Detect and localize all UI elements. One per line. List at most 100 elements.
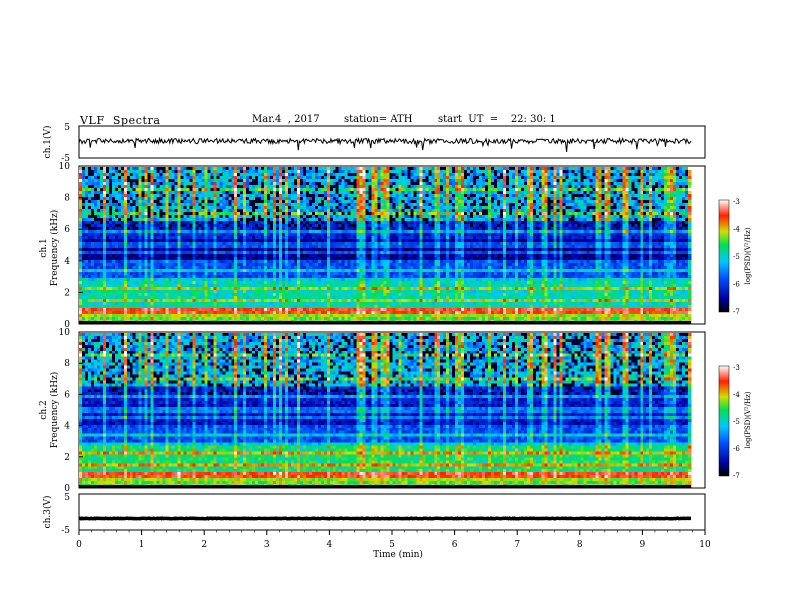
spectrogram-cell	[676, 167, 679, 170]
spectrogram-cell	[261, 194, 264, 197]
spectrogram-cell	[154, 191, 157, 194]
spectrogram-cell	[151, 173, 154, 176]
spectrogram-cell	[213, 200, 216, 203]
spectrogram-cell	[386, 185, 389, 188]
spectrogram-cell	[428, 173, 431, 176]
spectrogram-cell	[604, 173, 607, 176]
spectrogram-cell	[548, 203, 551, 206]
spectrogram-cell	[312, 194, 315, 197]
spectrogram-cell	[181, 197, 184, 200]
spectrogram-cell	[619, 170, 622, 173]
spectrogram-cell	[524, 176, 527, 179]
spectrogram-cell	[219, 188, 222, 191]
spectrogram-cell	[136, 194, 139, 197]
spectrogram-cell	[354, 188, 357, 191]
spectrogram-cell	[494, 194, 497, 197]
spectrogram-cell	[154, 185, 157, 188]
spectrogram-cell	[488, 200, 491, 203]
spectrogram-cell	[183, 176, 186, 179]
spectrogram-cell	[560, 197, 563, 200]
spectrogram-cell	[551, 197, 554, 200]
spectrogram-cell	[473, 173, 476, 176]
spectrogram-cell	[192, 167, 195, 170]
spectrogram-cell	[219, 173, 222, 176]
spectrogram-cell	[360, 182, 363, 185]
spectrogram-cell	[303, 170, 306, 173]
spectrogram-cell	[246, 185, 249, 188]
spectrogram-cell	[425, 173, 428, 176]
spectrogram-cell	[181, 170, 184, 173]
spectrogram-cell	[437, 200, 440, 203]
spectrogram-cell	[652, 182, 655, 185]
spectrogram-cell	[219, 179, 222, 182]
spectrogram-cell	[389, 185, 392, 188]
spectrogram-cell	[503, 170, 506, 173]
spectrogram-cell	[461, 173, 464, 176]
spectrogram-cell	[422, 167, 425, 170]
spectrogram-cell	[82, 194, 85, 197]
spectrogram-cell	[455, 170, 458, 173]
spectrogram-cell	[210, 173, 213, 176]
spectrogram-cell	[363, 203, 366, 206]
spectrogram-cell	[276, 191, 279, 194]
spectrogram-cell	[216, 176, 219, 179]
spectrogram-cell	[288, 167, 291, 170]
spectrogram-cell	[381, 167, 384, 170]
spectrogram-cell	[494, 173, 497, 176]
spectrogram-cell	[88, 179, 91, 182]
spectrogram-cell	[288, 182, 291, 185]
spectrogram-cell	[106, 194, 109, 197]
spectrogram-cell	[515, 167, 518, 170]
spectrogram-cell	[449, 197, 452, 200]
spectrogram-cell	[425, 176, 428, 179]
spectrogram-cell	[97, 170, 100, 173]
spectrogram-cell	[198, 179, 201, 182]
spectrogram-cell	[661, 203, 664, 206]
spectrogram-cell	[270, 197, 273, 200]
spectrogram-cell	[97, 185, 100, 188]
spectrogram-cell	[270, 170, 273, 173]
spectrogram-cell	[222, 188, 225, 191]
spectrogram-cell	[389, 191, 392, 194]
spectrogram-cell	[592, 173, 595, 176]
spectrogram-cell	[157, 173, 160, 176]
spectrogram-cell	[539, 170, 542, 173]
spectrogram-cell	[378, 182, 381, 185]
spectrogram-cell	[148, 194, 151, 197]
spectrogram-cell	[249, 194, 252, 197]
spectrogram-cell	[488, 185, 491, 188]
spectrogram-cell	[685, 194, 688, 197]
spectrogram-cell	[458, 197, 461, 200]
spectrogram-cell	[195, 170, 198, 173]
spectrogram-cell	[452, 185, 455, 188]
spectrogram-cell	[491, 191, 494, 194]
spectrogram-cell	[479, 185, 482, 188]
spectrogram-cell	[79, 176, 82, 179]
spectrogram-cell	[106, 176, 109, 179]
spectrogram-cell	[530, 188, 533, 191]
spectrogram-cell	[303, 179, 306, 182]
spectrogram-cell	[264, 176, 267, 179]
spectrogram-cell	[204, 203, 207, 206]
spectrogram-cell	[342, 197, 345, 200]
spectrogram-cell	[109, 203, 112, 206]
spectrogram-cell	[601, 194, 604, 197]
spectrogram-cell	[270, 194, 273, 197]
spectrogram-cell	[673, 197, 676, 200]
spectrogram-cell	[542, 194, 545, 197]
spectrogram-cell	[491, 176, 494, 179]
spectrogram-cell	[178, 185, 181, 188]
spectrogram-cell	[136, 200, 139, 203]
spectrogram-cell	[348, 173, 351, 176]
spectrogram-cell	[163, 197, 166, 200]
spectrogram-cell	[524, 170, 527, 173]
spectrogram-cell	[407, 194, 410, 197]
spectrogram-cell	[279, 188, 282, 191]
spectrogram-cell	[437, 176, 440, 179]
spectrogram-cell	[186, 185, 189, 188]
spectrogram-cell	[222, 170, 225, 173]
spectrogram-cell	[536, 188, 539, 191]
spectrogram-cell	[590, 176, 593, 179]
spectrogram-cell	[130, 203, 133, 206]
spectrogram-cell	[566, 167, 569, 170]
